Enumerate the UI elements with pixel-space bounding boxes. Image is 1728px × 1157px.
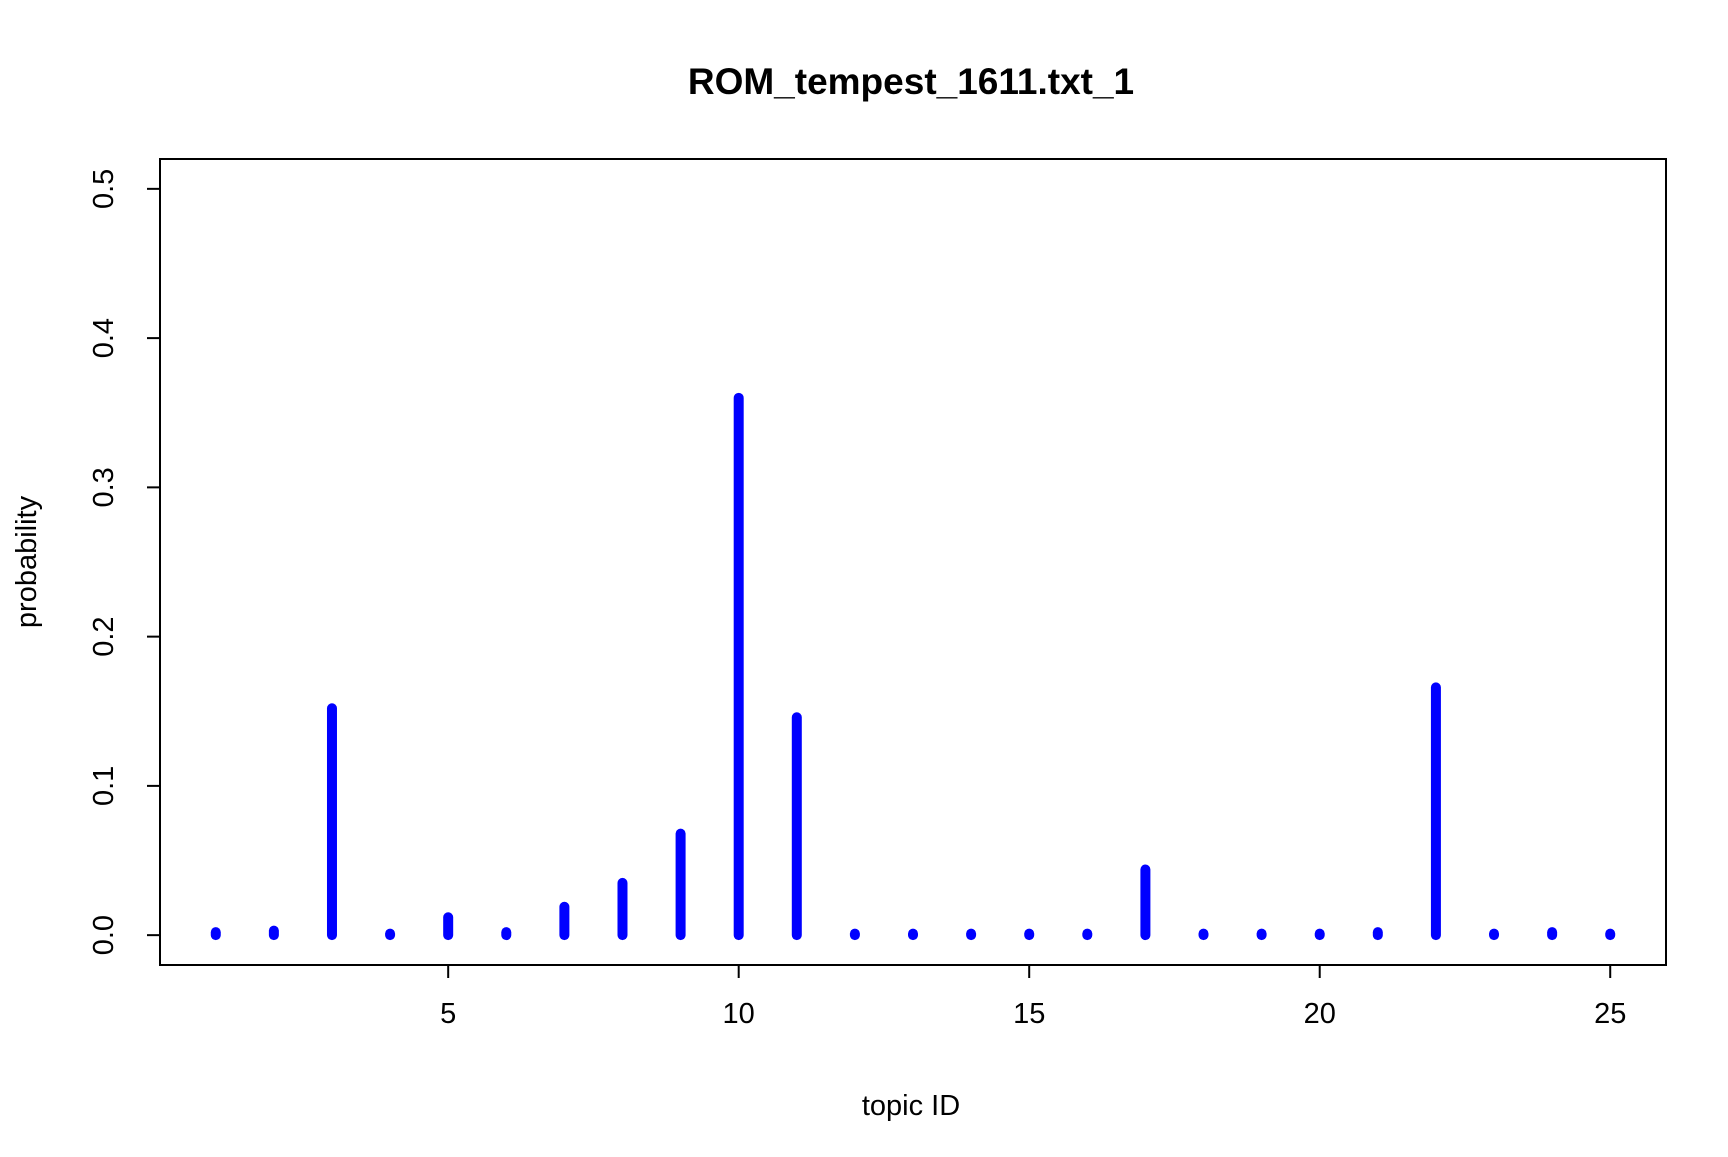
x-tick-label: 25	[1594, 998, 1626, 1030]
y-tick-label: 0.0	[88, 915, 120, 955]
bars	[210, 392, 1616, 941]
y-axis: 0.0 0.1 0.2 0.3 0.4 0.5	[88, 169, 161, 955]
y-axis-label: probability	[11, 495, 43, 628]
x-axis-label: topic ID	[862, 1090, 960, 1122]
y-tick-label: 0.3	[88, 467, 120, 507]
x-tick-label: 15	[1013, 998, 1045, 1030]
y-tick-label: 0.2	[88, 616, 120, 656]
x-tick-label: 20	[1304, 998, 1336, 1030]
y-tick-label: 0.1	[88, 766, 120, 806]
x-axis: 5 10 15 20 25	[440, 964, 1626, 1030]
y-tick-label: 0.5	[88, 169, 120, 209]
chart-title: ROM_tempest_1611.txt_1	[688, 61, 1134, 102]
x-tick-label: 10	[723, 998, 755, 1030]
x-tick-label: 5	[440, 998, 456, 1030]
y-tick-label: 0.4	[88, 318, 120, 358]
